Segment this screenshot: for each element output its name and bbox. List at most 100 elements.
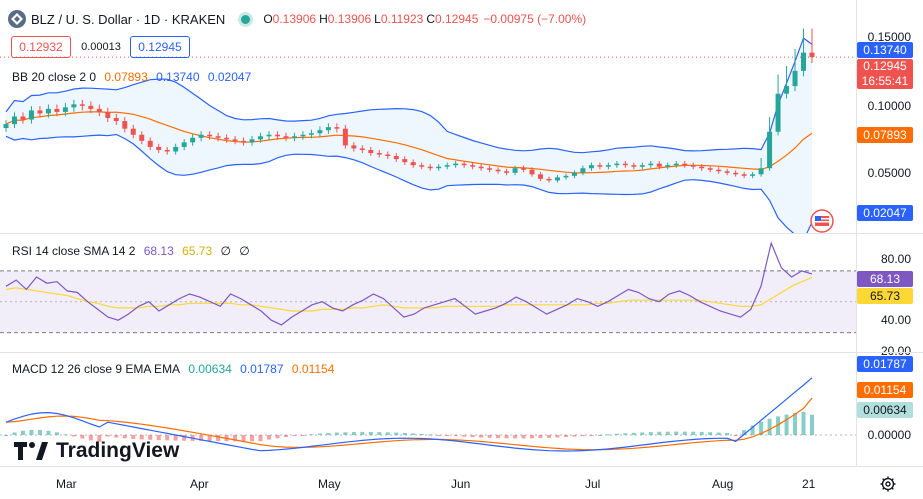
candle-body — [266, 134, 272, 137]
candle-body — [385, 154, 391, 157]
bb-legend[interactable]: BB 20 close 2 0 0.07893 0.13740 0.02047 — [12, 70, 256, 84]
candle-body — [538, 174, 544, 179]
candle-body — [105, 111, 111, 119]
macd-histogram-bar — [317, 433, 322, 435]
candle-body — [334, 127, 340, 129]
macd-histogram-bar — [428, 434, 433, 436]
macd-histogram-bar — [131, 435, 136, 439]
macd-line-value: 0.01787 — [240, 362, 284, 376]
macd-histogram-bar — [716, 432, 721, 435]
rsi-legend[interactable]: RSI 14 close SMA 14 2 68.13 65.73 ∅ ∅ — [12, 244, 255, 258]
candle-body — [733, 172, 739, 175]
macd-legend[interactable]: MACD 12 26 close 9 EMA EMA 0.00634 0.017… — [12, 362, 339, 376]
rsi-pane[interactable] — [0, 234, 856, 352]
candle-body — [495, 169, 501, 172]
candle-body — [249, 139, 255, 143]
macd-histogram-bar — [385, 432, 390, 435]
macd-histogram-bar — [470, 435, 475, 438]
bb-lower-line — [5, 133, 813, 242]
time-axis[interactable]: Mar Apr May Jun Jul Aug 21 — [0, 467, 856, 499]
macd-histogram-bar — [241, 435, 246, 442]
macd-histogram-bar — [504, 435, 509, 439]
candle-body — [190, 137, 196, 143]
macd-histogram-bar — [572, 435, 577, 437]
blz-logo-icon — [8, 10, 26, 28]
price-axis-label: 0.05000 — [867, 166, 911, 180]
candle-body — [682, 163, 688, 166]
candle-body — [393, 156, 399, 160]
candle-body — [453, 163, 459, 166]
settings-gear-icon[interactable] — [880, 476, 896, 492]
macd-chart[interactable] — [0, 353, 856, 466]
macd-histogram-bar — [139, 435, 144, 440]
rsi-chart[interactable] — [0, 234, 856, 352]
candle-body — [750, 174, 756, 176]
market-open-indicator — [241, 14, 251, 24]
bb-basis-tag: 0.07893 — [857, 127, 913, 143]
macd-histogram-bar — [750, 425, 755, 435]
candle-body — [291, 136, 297, 138]
macd-histogram-bar — [199, 435, 204, 441]
rsi-value: 68.13 — [143, 244, 174, 258]
rsi-sma-line — [5, 276, 813, 312]
macd-histogram-bar — [521, 435, 526, 439]
candle-body — [614, 163, 620, 166]
pane-divider[interactable] — [0, 233, 923, 234]
candle-body — [521, 168, 527, 170]
flag-icon[interactable] — [810, 209, 834, 233]
macd-histogram-bar — [300, 435, 305, 436]
candle-body — [232, 139, 238, 141]
macd-histogram-bar — [733, 435, 738, 436]
candle-body — [274, 134, 280, 137]
candle-body — [529, 169, 535, 175]
last-price-value: 0.12945 — [863, 59, 907, 73]
price-axis-label: 0.15000 — [867, 30, 911, 44]
candle-body — [147, 140, 153, 147]
macd-histogram-bar — [54, 432, 59, 435]
candle-body — [325, 127, 331, 131]
symbol-title[interactable]: BLZ / U. S. Dollar · 1D · KRAKEN — [31, 11, 226, 27]
candle-body — [436, 166, 442, 169]
candle-body — [716, 169, 722, 172]
tradingview-logo-icon — [14, 442, 48, 460]
price-chart[interactable] — [0, 0, 856, 242]
candle-body — [122, 121, 128, 129]
candle-body — [113, 118, 119, 122]
tradingview-logo[interactable]: TradingView — [14, 439, 179, 463]
candle-body — [487, 168, 493, 170]
macd-hist-value: 0.00634 — [188, 362, 232, 376]
candle-body — [3, 124, 9, 128]
candle-body — [801, 52, 807, 71]
pane-divider[interactable] — [0, 352, 923, 353]
macd-histogram-bar — [682, 431, 687, 435]
macd-line-tag: 0.01787 — [857, 356, 913, 372]
candle-body — [402, 159, 408, 163]
candle-body — [258, 136, 264, 140]
rsi-sma-value: 65.73 — [182, 244, 213, 258]
macd-histogram-bar — [580, 435, 585, 437]
symbol-header: BLZ / U. S. Dollar · 1D · KRAKEN O 0.1390… — [8, 10, 586, 28]
macd-histogram-bar — [377, 432, 382, 435]
macd-histogram-bar — [71, 435, 76, 437]
open-label: O — [263, 12, 273, 26]
macd-pane[interactable] — [0, 353, 856, 466]
rsi-axis-label: 20.00 — [880, 344, 911, 358]
macd-histogram-bar — [487, 435, 492, 438]
macd-histogram-bar — [343, 432, 348, 435]
candle-body — [622, 163, 628, 166]
candle-body — [639, 165, 645, 167]
time-axis-divider — [0, 466, 923, 467]
macd-histogram-bar — [233, 435, 238, 442]
macd-signal-line — [5, 397, 813, 451]
macd-histogram-bar — [37, 429, 42, 435]
price-pane[interactable] — [0, 0, 856, 242]
buy-price-button[interactable]: 0.12945 — [130, 36, 190, 58]
macd-histogram-bar — [699, 431, 704, 435]
macd-histogram-bar — [258, 435, 263, 442]
sell-price-button[interactable]: 0.12932 — [11, 36, 71, 58]
bb-upper-line — [5, 37, 813, 154]
candle-body — [241, 140, 247, 143]
candle-body — [37, 110, 43, 114]
macd-histogram-bar — [4, 435, 8, 436]
candle-body — [478, 166, 484, 169]
